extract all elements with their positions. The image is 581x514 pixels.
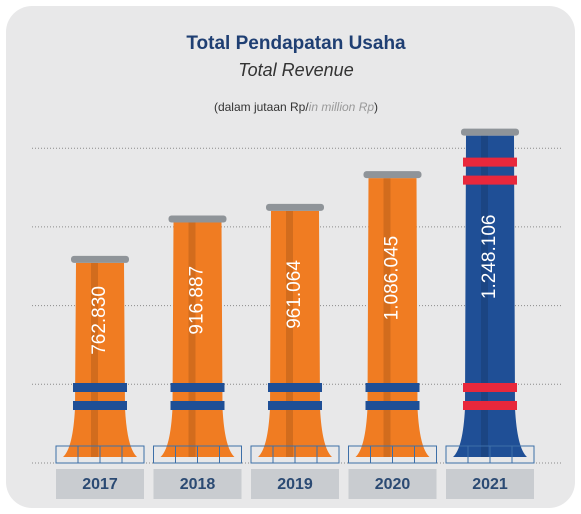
chimney-band bbox=[463, 401, 517, 410]
chimney-band bbox=[365, 383, 420, 392]
chimney-cap bbox=[168, 215, 227, 223]
x-tick-label: 2019 bbox=[277, 476, 313, 493]
unit-label-part: in million Rp bbox=[309, 100, 375, 114]
x-tick-label: 2021 bbox=[472, 476, 508, 493]
value-label: 1.086.045 bbox=[382, 236, 403, 321]
chart-subtitle: Total Revenue bbox=[238, 60, 353, 80]
chimney-band bbox=[463, 383, 517, 392]
x-tick-label: 2018 bbox=[180, 476, 216, 493]
chimney-cap bbox=[71, 255, 129, 263]
chimney-shade bbox=[286, 210, 293, 457]
chimney-band bbox=[268, 401, 322, 410]
chimney-band bbox=[73, 401, 127, 410]
value-label: 1.248.106 bbox=[479, 215, 500, 300]
chimney-band bbox=[73, 383, 127, 392]
value-label: 762.830 bbox=[89, 286, 110, 355]
chimney-shade bbox=[188, 222, 196, 457]
chimney-band bbox=[268, 383, 322, 392]
chimney-shade bbox=[481, 135, 488, 458]
chimney-band bbox=[170, 401, 225, 410]
chimney-body bbox=[258, 210, 332, 457]
chimney-band bbox=[170, 383, 225, 392]
year-box bbox=[153, 469, 242, 499]
chimney-shade bbox=[91, 262, 98, 457]
chimney-body bbox=[453, 135, 527, 458]
chimney-band bbox=[463, 157, 517, 167]
x-tick-label: 2020 bbox=[375, 476, 411, 493]
year-box bbox=[446, 469, 534, 499]
x-tick-label: 2017 bbox=[82, 476, 118, 493]
chimney-cap bbox=[461, 128, 519, 136]
year-box bbox=[251, 469, 339, 499]
year-box bbox=[56, 469, 144, 499]
value-label: 916.887 bbox=[187, 266, 208, 335]
unit-label-part: ) bbox=[374, 100, 378, 114]
chart-title: Total Pendapatan Usaha bbox=[186, 33, 406, 54]
chimney-shade bbox=[383, 178, 391, 457]
year-box bbox=[348, 469, 437, 499]
chimney-cap bbox=[266, 203, 324, 211]
chimney-band bbox=[463, 175, 517, 185]
unit-label: (dalam jutaan Rp/in million Rp) bbox=[214, 100, 378, 114]
chimney-band bbox=[365, 401, 420, 410]
value-label: 961.064 bbox=[284, 260, 305, 329]
chimney-cap bbox=[363, 171, 422, 179]
chimney-body bbox=[160, 222, 235, 457]
unit-label-part: (dalam jutaan Rp/ bbox=[214, 100, 309, 114]
